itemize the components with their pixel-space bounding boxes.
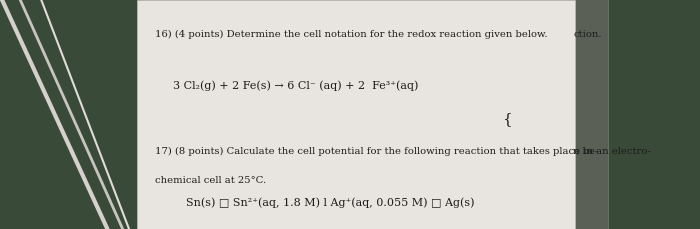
- Bar: [575, 0, 608, 229]
- Text: 3 Cl₂(g) + 2 Fe(s) → 6 Cl⁻ (aq) + 2  Fe³⁺(aq): 3 Cl₂(g) + 2 Fe(s) → 6 Cl⁻ (aq) + 2 Fe³⁺…: [174, 80, 419, 91]
- Text: Sn(s) □ Sn²⁺(aq, 1.8 M) l Ag⁺(aq, 0.055 M) □ Ag(s): Sn(s) □ Sn²⁺(aq, 1.8 M) l Ag⁺(aq, 0.055 …: [186, 197, 474, 207]
- Text: ction.: ction.: [573, 30, 601, 39]
- Bar: [137, 0, 575, 229]
- Text: {: {: [502, 112, 512, 126]
- Text: chemical cell at 25°C.: chemical cell at 25°C.: [155, 176, 266, 185]
- Text: 17) (8 points) Calculate the cell potential for the following reaction that take: 17) (8 points) Calculate the cell potent…: [155, 147, 651, 156]
- Text: 16) (4 points) Determine the cell notation for the redox reaction given below.: 16) (4 points) Determine the cell notati…: [155, 30, 547, 39]
- Text: n be-: n be-: [573, 147, 598, 155]
- Bar: [0, 0, 137, 229]
